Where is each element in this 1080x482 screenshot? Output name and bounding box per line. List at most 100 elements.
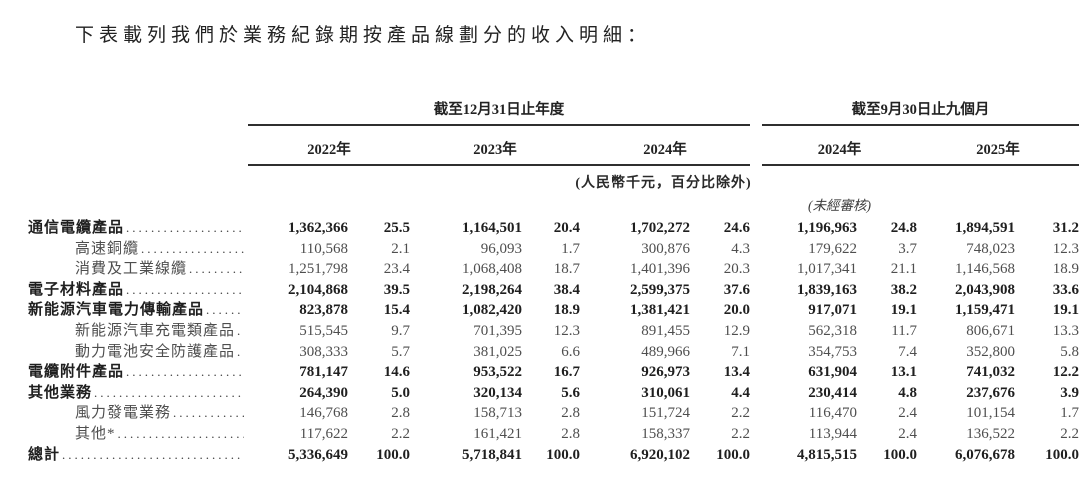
dot-leader [206,300,244,321]
table-row: 新能源汽車電力傳輸產品 823,878 15.4 1,082,420 18.9 1,381… [28,300,1079,321]
amount-value: 381,025 [473,343,522,360]
dot-leader [118,424,244,445]
pct-value: 19.1 [1052,302,1079,319]
row-label: 電纜附件產品 [28,362,248,383]
pct-value: 39.5 [383,281,410,298]
amount-value: 161,421 [473,425,522,442]
pct-value: 1.7 [1060,405,1079,422]
pct-value: 2.8 [391,405,410,422]
amount-value: 136,522 [966,425,1015,442]
amount-value: 237,676 [966,384,1015,401]
row-label-text: 高速銅纜 [75,240,140,257]
amount-value: 264,390 [299,384,348,401]
pct-value: 2.1 [391,240,410,257]
amount-value: 562,318 [808,322,857,339]
document-page: 下表載列我們於業務紀錄期按產品線劃分的收入明細： 截至12月31日止年度 截至9… [0,20,1080,482]
amount-value: 1,702,272 [630,220,690,236]
pct-value: 7.1 [731,343,750,360]
pct-value: 5.7 [391,343,410,360]
pct-value: 19.1 [890,302,917,319]
pct-value: 2.2 [391,425,410,442]
amount-value: 1,017,341 [797,261,857,278]
amount-value: 1,839,163 [797,281,857,298]
col-year-2025-9m: 2025年 [917,126,1079,166]
dot-leader [126,218,244,239]
pct-value: 12.9 [723,322,750,339]
pct-value: 5.6 [561,384,580,401]
amount-value: 5,718,841 [462,446,522,463]
pct-value: 21.1 [890,261,917,278]
amount-value: 1,146,568 [955,261,1015,278]
pct-value: 6.6 [561,343,580,360]
dot-leader [126,362,244,383]
amount-value: 806,671 [966,322,1015,339]
amount-value: 352,800 [966,343,1015,360]
amount-value: 2,198,264 [462,281,522,298]
pct-value: 2.2 [731,425,750,442]
table-header-groups: 截至12月31日止年度 截至9月30日止九個月 [28,98,1079,126]
pct-value: 38.4 [553,281,580,298]
pct-value: 9.7 [391,322,410,339]
amount-value: 113,944 [808,425,857,442]
pct-value: 20.3 [723,261,750,278]
pct-value: 18.7 [553,261,580,278]
row-label-text: 新能源汽車充電類產品 [75,322,236,339]
pct-value: 24.8 [890,220,917,236]
dot-leader [94,383,244,404]
pct-value: 14.6 [383,364,410,381]
pct-value: 23.4 [383,261,410,278]
pct-value: 5.0 [391,384,410,401]
row-label: 總計 [28,445,248,466]
pct-value: 20.4 [553,220,580,236]
amount-value: 917,071 [808,302,857,319]
amount-value: 1,381,421 [630,302,690,319]
row-label: 其他* [28,424,248,445]
currency-unit-note: (人民幣千元，百分比除外) [575,176,752,191]
amount-value: 823,878 [299,302,348,319]
col-group-nine-months-sep30: 截至9月30日止九個月 [762,98,1079,126]
pct-value: 100.0 [716,446,750,463]
pct-value: 12.3 [1052,240,1079,257]
table-row: 風力發電業務 146,768 2.8 158,713 2.8 151,724 2.2 116,… [28,403,1079,424]
table-unit-note-row: (人民幣千元，百分比除外) [28,166,1079,192]
amount-value: 1,362,366 [288,220,348,236]
amount-value: 2,104,868 [288,281,348,298]
col-year-2024-9m: 2024年 [762,126,917,166]
table-row: 電纜附件產品 781,147 14.6 953,522 16.7 926,973 13.4 6… [28,362,1079,383]
amount-value: 2,043,908 [955,281,1015,298]
amount-value: 926,973 [641,364,690,381]
row-label-text: 電子材料產品 [28,281,125,298]
dot-leader [237,342,244,363]
pct-value: 24.6 [723,220,750,236]
pct-value: 13.3 [1052,322,1079,339]
pct-value: 4.4 [731,384,750,401]
pct-value: 20.0 [723,302,750,319]
pct-value: 13.4 [723,364,750,381]
row-label-text: 其他業務 [28,384,93,401]
pct-value: 3.7 [898,240,917,257]
amount-value: 1,251,798 [288,261,348,278]
pct-value: 13.1 [890,364,917,381]
pct-value: 37.6 [723,281,750,298]
amount-value: 631,904 [808,364,857,381]
amount-value: 146,768 [299,405,348,422]
pct-value: 100.0 [883,446,917,463]
amount-value: 1,894,591 [955,220,1015,236]
row-label-text: 電纜附件產品 [28,364,125,381]
row-label-text: 消費及工業線纜 [75,261,188,278]
amount-value: 5,336,649 [288,446,348,463]
amount-value: 300,876 [641,240,690,257]
amount-value: 116,470 [808,405,857,422]
pct-value: 100.0 [376,446,410,463]
pct-value: 2.8 [561,405,580,422]
table-row: 高速銅纜 110,568 2.1 96,093 1.7 300,876 4.3 179,622… [28,239,1079,260]
amount-value: 110,568 [299,240,348,257]
row-label-text: 總計 [28,446,61,463]
table-row: 電子材料產品 2,104,868 39.5 2,198,264 38.4 2,599,37… [28,280,1079,301]
amount-value: 101,154 [966,405,1015,422]
amount-value: 1,196,963 [797,220,857,236]
pct-value: 18.9 [1052,261,1079,278]
row-label: 動力電池安全防護產品 [28,342,248,363]
pct-value: 3.9 [1060,384,1079,401]
table-header-years: 2022年 2023年 2024年 2024年 2025年 [28,126,1079,166]
